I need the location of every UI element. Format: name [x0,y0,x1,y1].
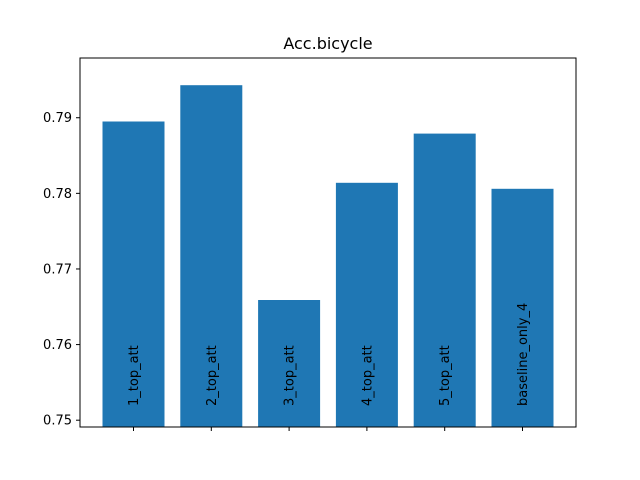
y-tick-label: 0.79 [43,111,72,126]
bar-5_top_att [413,133,476,427]
bar-label-3_top_att: 3_top_att [283,345,298,406]
bar-3_top_att [258,300,321,427]
y-axis: 0.75 0.76 0.77 0.78 0.79 [43,111,80,429]
bars-group: 1_top_att 2_top_att 3_top_att 4_top_att 5_to… [102,85,554,427]
y-tick-label: 0.76 [43,338,72,353]
bar-label-baseline_only_4: baseline_only_4 [516,303,531,406]
x-axis [133,427,523,431]
bar-label-5_top_att: 5_top_att [438,345,453,406]
plot-frame [79,57,577,428]
bar-2_top_att [180,85,243,427]
bar-4_top_att [335,182,398,427]
bar-label-2_top_att: 2_top_att [205,345,220,406]
y-tick-label: 0.75 [43,414,72,429]
bar-label-4_top_att: 4_top_att [360,345,375,406]
bar-label-1_top_att: 1_top_att [127,345,142,406]
y-tick-label: 0.78 [43,187,72,202]
y-tick-label: 0.77 [43,262,72,277]
bar-baseline_only_4 [491,188,554,427]
bar-1_top_att [102,121,165,427]
chart-title: Acc.bicycle [283,34,372,53]
